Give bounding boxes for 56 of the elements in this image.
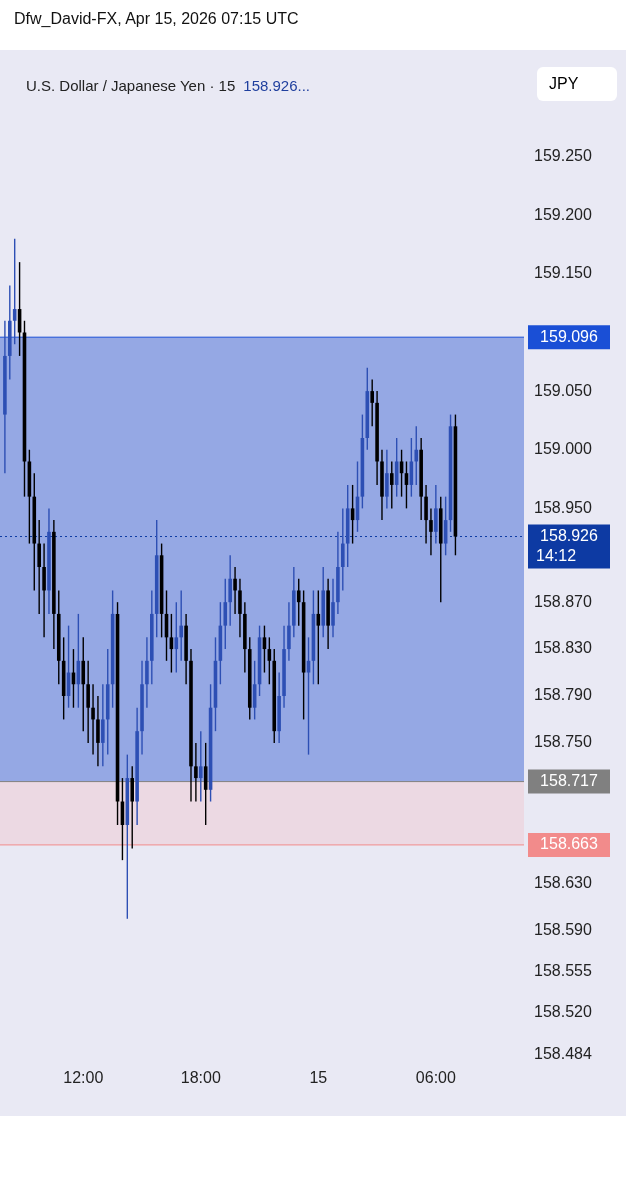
candlestick	[81, 636, 86, 732]
ref-line-label: 158.663	[540, 835, 599, 853]
candlestick	[341, 507, 345, 592]
chart-title: U.S. Dollar / Japanese Yen · 15	[26, 77, 236, 94]
y-tick-label: 159.150	[534, 264, 592, 282]
candlestick	[194, 742, 198, 803]
ref-line-label: 159.096	[540, 327, 599, 345]
candlestick	[86, 660, 90, 744]
candlestick	[179, 589, 183, 662]
ref-line-label: 158.926	[540, 526, 599, 544]
y-tick-label: 158.830	[534, 639, 592, 657]
y-tick-label: 159.000	[534, 440, 592, 458]
candlestick	[389, 460, 394, 510]
y-tick-label: 158.750	[534, 733, 592, 751]
candlestick	[37, 519, 41, 615]
y-tick-label: 158.590	[534, 920, 592, 938]
y-tick-label: 158.950	[534, 498, 592, 516]
candlestick	[198, 730, 203, 803]
y-tick-label: 159.050	[534, 381, 592, 399]
candlestick	[91, 683, 95, 756]
text: Dfw_David-FX, Apr 15, 2026 07:15 UTC	[14, 9, 300, 29]
y-tick-label: 158.484	[534, 1045, 592, 1063]
candlestick	[424, 484, 428, 545]
candlestick	[130, 765, 135, 850]
chart-subtitle: 158.926...	[243, 77, 311, 94]
candlestick	[287, 601, 291, 662]
y-tick-label: 158.790	[534, 686, 592, 704]
candlestick	[145, 636, 149, 709]
candlestick	[223, 578, 228, 650]
candlestick	[385, 449, 389, 510]
y-tick-label: 158.520	[534, 1002, 592, 1020]
candlestick	[228, 554, 232, 627]
candlestick	[238, 578, 242, 639]
x-tick-label: 12:00	[63, 1068, 104, 1086]
y-tick-label: 159.250	[534, 147, 592, 165]
candlestick	[434, 484, 438, 545]
candlestick	[331, 578, 335, 639]
candlestick	[414, 425, 419, 486]
candlestick	[42, 542, 46, 639]
ref-line-label: 158.717	[540, 771, 599, 789]
y-tick-label: 158.870	[534, 592, 592, 610]
candlestick	[174, 601, 179, 674]
y-tick-label: 158.555	[534, 961, 592, 979]
candlestick	[233, 566, 237, 615]
candlestick	[296, 578, 301, 627]
x-tick-label: 18:00	[180, 1068, 221, 1086]
x-tick-label: 06:00	[415, 1068, 456, 1086]
x-tick-label: 15	[309, 1068, 328, 1086]
y-axis-title: JPY	[537, 67, 617, 101]
candlestick	[96, 695, 100, 768]
y-tick-label: 159.200	[534, 205, 592, 223]
candlestick	[429, 507, 433, 556]
y-tick-label: 158.630	[534, 874, 592, 892]
candlestick	[370, 378, 374, 427]
candlestick	[101, 683, 105, 768]
text: 14:12	[535, 546, 577, 564]
